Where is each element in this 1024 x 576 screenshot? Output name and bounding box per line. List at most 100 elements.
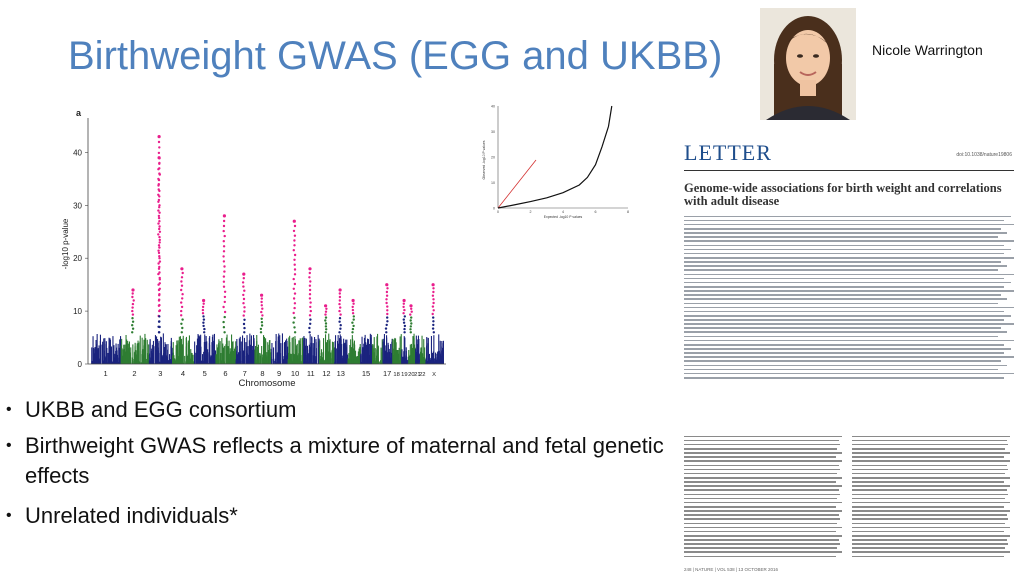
manhattan-x-tick-label: 11 xyxy=(307,369,315,378)
manhattan-point xyxy=(136,358,138,364)
manhattan-peak-point xyxy=(157,188,160,191)
manhattan-peak-point xyxy=(260,321,264,324)
manhattan-point xyxy=(357,356,359,364)
manhattan-point xyxy=(263,335,265,364)
manhattan-point xyxy=(134,351,136,364)
manhattan-peak-point xyxy=(222,285,226,288)
manhattan-peak-point xyxy=(351,305,354,309)
manhattan-peak-point xyxy=(201,305,205,309)
manhattan-point xyxy=(379,361,381,364)
manhattan-point xyxy=(303,340,305,364)
manhattan-point xyxy=(179,336,181,364)
manhattan-point xyxy=(112,336,114,364)
manhattan-peak-point xyxy=(409,328,412,331)
manhattan-point xyxy=(211,336,213,364)
manhattan-peak-point xyxy=(157,177,160,181)
manhattan-point xyxy=(355,356,357,364)
manhattan-point xyxy=(257,347,259,364)
manhattan-point xyxy=(221,338,223,364)
manhattan-point xyxy=(427,361,429,364)
manhattan-point xyxy=(301,362,303,364)
paper-text-line xyxy=(852,534,1010,537)
manhattan-point xyxy=(413,343,415,364)
paper-text-line xyxy=(684,481,836,483)
manhattan-peak-point xyxy=(402,305,405,309)
qq-x-tick-label: 0 xyxy=(497,210,499,214)
paper-text-line xyxy=(684,460,842,462)
manhattan-peak-point xyxy=(222,280,226,283)
manhattan-peak-point xyxy=(432,287,435,290)
manhattan-point xyxy=(290,360,292,364)
manhattan-point xyxy=(415,349,417,364)
paper-doi: doi:10.1038/nature19806 xyxy=(956,152,1012,158)
manhattan-peak-top xyxy=(202,298,206,303)
manhattan-point xyxy=(412,336,414,364)
manhattan-x-label: Chromosome xyxy=(238,378,295,389)
manhattan-point xyxy=(123,344,125,364)
manhattan-peak-point xyxy=(260,297,263,300)
paper-text-line xyxy=(852,539,1007,541)
paper-text-line xyxy=(684,543,841,545)
manhattan-point xyxy=(138,342,140,364)
manhattan-point xyxy=(135,354,137,364)
manhattan-point xyxy=(200,346,202,364)
manhattan-peak-point xyxy=(338,302,341,306)
manhattan-peak-top xyxy=(338,288,342,292)
manhattan-peak-point xyxy=(410,316,413,319)
manhattan-point xyxy=(224,345,226,364)
manhattan-point xyxy=(151,344,153,364)
paper-text-line xyxy=(684,518,841,520)
manhattan-point xyxy=(387,356,389,364)
manhattan-point xyxy=(235,360,237,364)
paper-text-line xyxy=(684,468,841,471)
manhattan-point xyxy=(305,338,307,364)
manhattan-peak-point xyxy=(158,315,161,318)
manhattan-point xyxy=(326,339,328,364)
manhattan-point xyxy=(399,336,401,364)
manhattan-peak-point xyxy=(432,298,435,301)
manhattan-point xyxy=(388,362,390,364)
manhattan-point xyxy=(257,344,259,364)
paper-text-line xyxy=(852,439,1007,442)
manhattan-point xyxy=(401,354,403,364)
manhattan-peak-point xyxy=(157,304,161,307)
manhattan-point xyxy=(391,359,393,364)
manhattan-peak-point xyxy=(202,315,205,318)
paper-thumbnail: LETTER doi:10.1038/nature19806 Genome-wi… xyxy=(680,138,1020,576)
manhattan-point xyxy=(323,362,325,364)
manhattan-peak-point xyxy=(385,301,388,305)
manhattan-point xyxy=(430,336,432,364)
manhattan-peak-top xyxy=(180,267,184,271)
manhattan-point xyxy=(287,359,289,364)
manhattan-peak-point xyxy=(410,322,413,325)
manhattan-point xyxy=(127,343,129,364)
paper-text-line xyxy=(684,539,839,541)
manhattan-peak-top xyxy=(260,293,264,297)
manhattan-point xyxy=(165,344,167,364)
manhattan-point xyxy=(335,358,337,364)
manhattan-point xyxy=(160,336,162,364)
manhattan-peak-point xyxy=(293,326,296,329)
manhattan-peak-point xyxy=(181,326,184,330)
manhattan-peak-point xyxy=(157,244,161,247)
manhattan-peak-point xyxy=(242,322,246,326)
manhattan-point xyxy=(160,349,162,364)
manhattan-point xyxy=(195,352,197,364)
manhattan-point xyxy=(428,354,430,364)
paper-text-line xyxy=(684,505,836,508)
manhattan-peak-top xyxy=(157,135,161,139)
manhattan-peak-point xyxy=(158,265,161,269)
manhattan-point xyxy=(231,348,233,364)
manhattan-peak-point xyxy=(157,214,161,218)
manhattan-point xyxy=(198,335,200,364)
manhattan-point xyxy=(354,357,356,364)
manhattan-peak-point xyxy=(158,260,162,263)
manhattan-point xyxy=(329,347,331,364)
manhattan-y-tick-label: 20 xyxy=(73,254,82,263)
manhattan-point xyxy=(377,356,379,364)
manhattan-peak-point xyxy=(385,298,388,301)
paper-text-line xyxy=(684,252,1005,255)
manhattan-peak-point xyxy=(158,294,161,297)
manhattan-point xyxy=(190,352,192,364)
paper-text-line xyxy=(684,497,838,500)
